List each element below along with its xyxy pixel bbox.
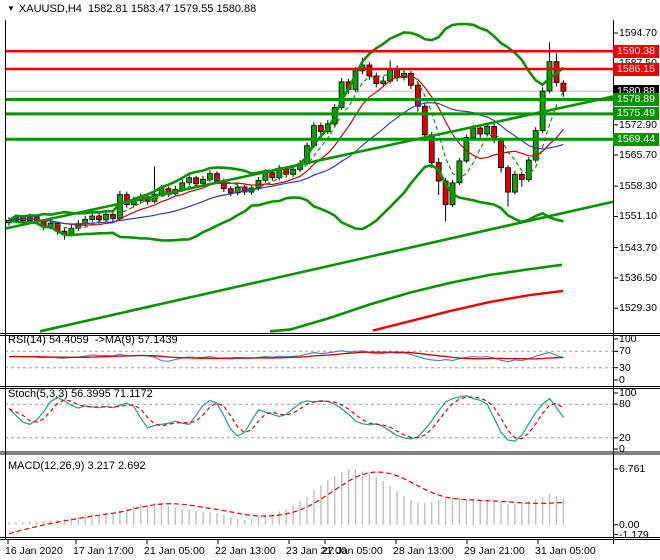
rsi-tick-label: 0 — [619, 374, 625, 386]
symbol-dropdown-icon[interactable]: ▼ — [7, 4, 15, 13]
time-tick-label: 29 Jan 21:00 — [464, 545, 525, 557]
symbol-period-label: XAUUSD,H4 — [18, 3, 82, 15]
time-tick-label: 27 Jan 05:00 — [322, 545, 383, 557]
macd-indicator-label: MACD(12,26,9) 3.217 2.692 — [8, 460, 146, 472]
price-tick-label: 1543.70 — [619, 241, 657, 254]
macd-tick-label: -1.179 — [619, 528, 649, 541]
price-tick-label: 1565.70 — [619, 149, 657, 162]
macd-tick-label: 6.761 — [619, 463, 646, 475]
rsi-tick-label: 70 — [619, 345, 631, 358]
price-level-badge: 1575.49 — [613, 107, 659, 121]
stoch-indicator-label: Stoch(5,3,3) 56.3995 71.1172 — [8, 388, 153, 400]
stoch-tick-label: 80 — [619, 398, 631, 411]
price-tick-label: 1572.90 — [619, 118, 657, 131]
price-level-badge: 1590.38 — [613, 44, 659, 58]
rsi-indicator-label: RSI(14) 54.4059 ->MA(9) 57.1439 — [8, 334, 178, 346]
time-tick-label: 31 Jan 05:00 — [535, 545, 596, 557]
price-tick-label: 1551.10 — [619, 210, 657, 223]
price-tick-label: 1558.30 — [619, 180, 657, 193]
price-tick-label: 1529.30 — [619, 302, 657, 315]
stoch-tick-label: 0 — [619, 443, 625, 455]
price-level-badge: 1586.15 — [613, 62, 659, 76]
rsi-tick-label: 100 — [619, 333, 637, 345]
rsi-tick-label: 30 — [619, 361, 631, 374]
price-level-badge: 1569.44 — [613, 132, 659, 146]
stoch-tick-label: 20 — [619, 431, 631, 444]
ohlc-values: 1582.81 1583.47 1579.55 1580.88 — [88, 3, 257, 15]
chart-title: ▼ XAUUSD,H4 1582.81 1583.47 1579.55 1580.… — [7, 3, 256, 15]
time-tick-label: 22 Jan 13:00 — [215, 545, 276, 557]
price-tick-label: 1594.70 — [619, 27, 657, 40]
time-tick-label: 17 Jan 17:00 — [73, 545, 134, 557]
macd-tick-label: 0.00 — [619, 518, 640, 531]
stoch-tick-label: 100 — [619, 387, 637, 399]
time-tick-label: 28 Jan 13:00 — [393, 545, 454, 557]
price-level-badge: 1578.89 — [613, 93, 659, 107]
time-tick-label: 21 Jan 05:00 — [144, 545, 205, 557]
time-tick-label: 16 Jan 2020 — [5, 545, 63, 557]
time-tick-label: 23 Jan 21:00 — [286, 545, 347, 557]
price-tick-label: 1536.50 — [619, 271, 657, 284]
